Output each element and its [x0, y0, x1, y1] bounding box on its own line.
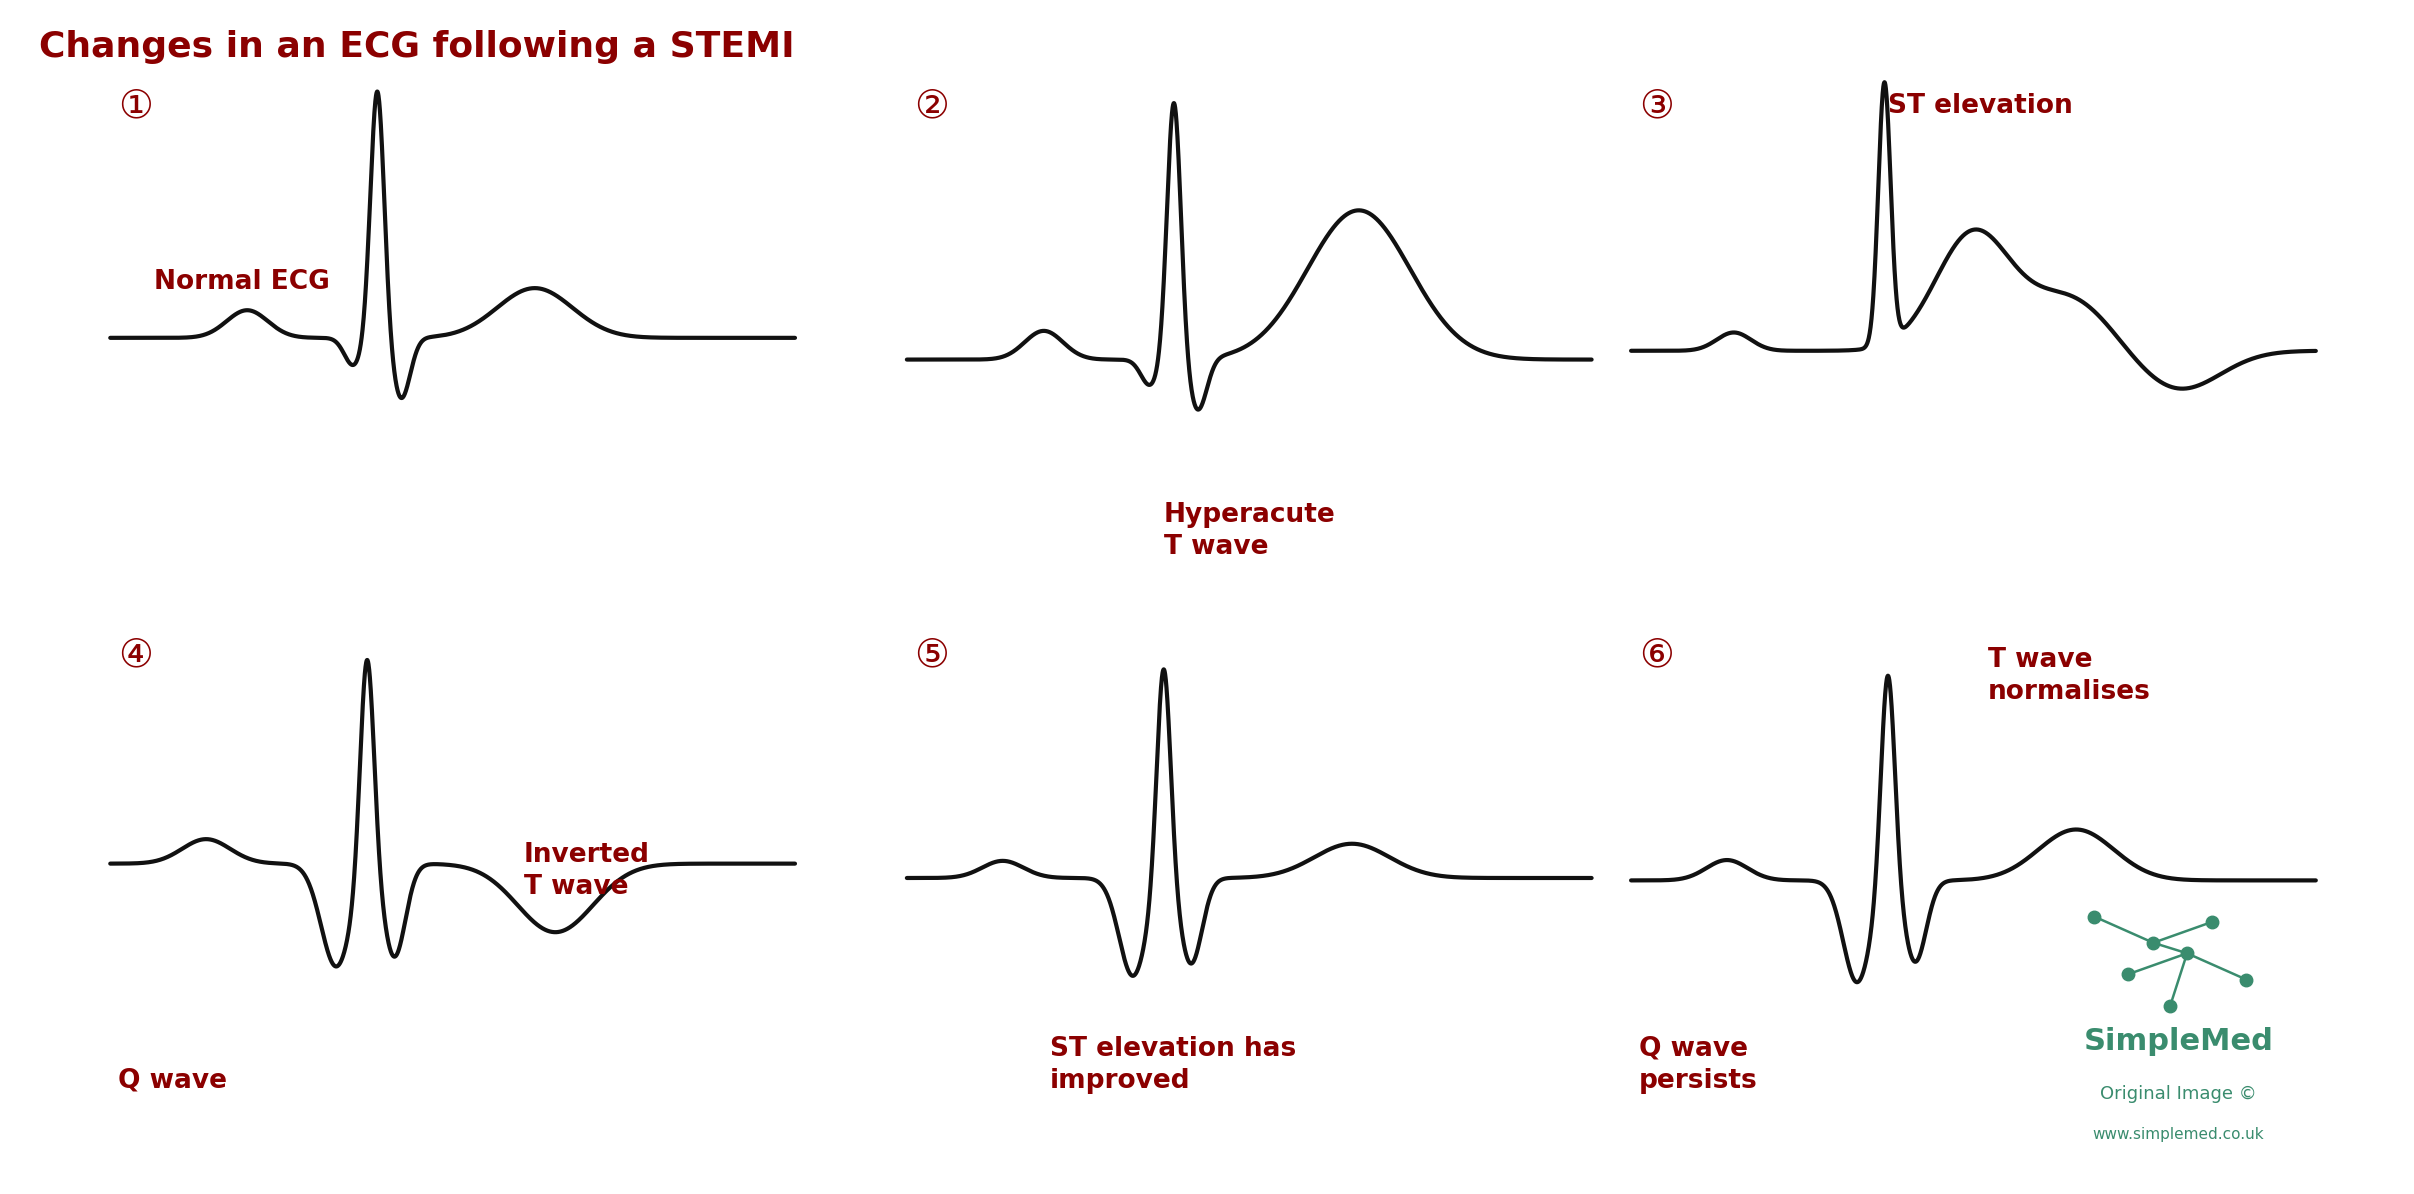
- Text: ④: ④: [118, 636, 152, 675]
- Text: ST elevation has
improved: ST elevation has improved: [1050, 1035, 1296, 1094]
- Text: Hyperacute
T wave: Hyperacute T wave: [1164, 503, 1335, 560]
- Text: ③: ③: [1639, 87, 1673, 125]
- Text: Q wave: Q wave: [118, 1067, 227, 1094]
- Text: ②: ②: [915, 87, 949, 125]
- Text: ⑥: ⑥: [1639, 636, 1673, 675]
- Text: SimpleMed: SimpleMed: [2083, 1027, 2274, 1055]
- Text: ST elevation: ST elevation: [1888, 93, 2074, 118]
- Text: Changes in an ECG following a STEMI: Changes in an ECG following a STEMI: [39, 30, 794, 63]
- Text: Q wave
persists: Q wave persists: [1639, 1035, 1757, 1094]
- Text: T wave
normalises: T wave normalises: [1987, 647, 2151, 706]
- Text: ①: ①: [118, 87, 152, 125]
- Text: Inverted
T wave: Inverted T wave: [524, 842, 649, 899]
- Text: ⑤: ⑤: [915, 636, 949, 675]
- Text: Original Image ©: Original Image ©: [2100, 1084, 2257, 1102]
- Text: www.simplemed.co.uk: www.simplemed.co.uk: [2093, 1127, 2264, 1141]
- Text: Normal ECG: Normal ECG: [154, 269, 328, 295]
